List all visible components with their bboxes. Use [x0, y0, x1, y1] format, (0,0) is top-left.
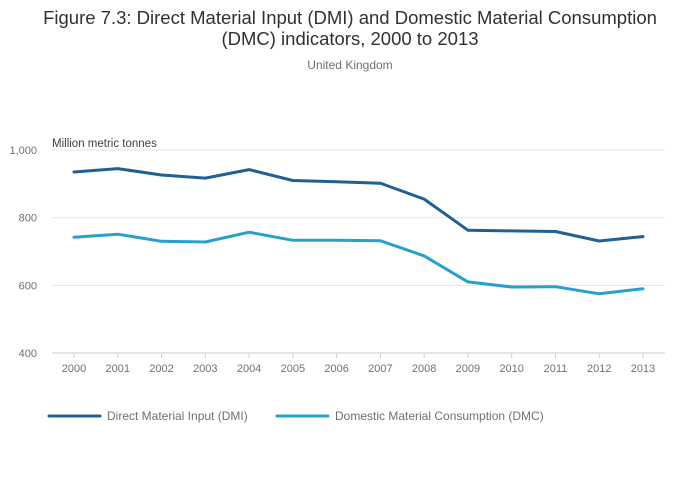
series-line-1	[72, 167, 645, 243]
series-lines	[72, 167, 645, 296]
x-tick-label-2006: 2006	[324, 363, 348, 375]
chart-title-line-2: (DMC) indicators, 2000 to 2013	[221, 28, 478, 49]
x-tick-label-2013: 2013	[631, 363, 655, 375]
legend-label-1: Direct Material Input (DMI)	[107, 409, 248, 423]
y-tick-label-800: 800	[19, 213, 37, 225]
x-axis-ticks: 2000 2001 2002 2003 2004 2005 2006 2007 2008 2009…	[62, 353, 655, 375]
legend: Direct Material Input (DMI) Domestic Mate…	[47, 409, 544, 423]
x-tick-label-2005: 2005	[281, 363, 305, 375]
legend-label-2: Domestic Material Consumption (DMC)	[335, 409, 544, 423]
x-tick-label-2002: 2002	[149, 363, 173, 375]
gridlines	[52, 149, 665, 354]
x-tick-label-2003: 2003	[193, 363, 217, 375]
y-axis-ticks: 400 600 800 1,000	[9, 145, 37, 360]
x-tick-label-2009: 2009	[456, 363, 480, 375]
x-tick-label-2012: 2012	[587, 363, 611, 375]
x-tick-label-2007: 2007	[368, 363, 392, 375]
series-line-2	[72, 230, 645, 296]
x-tick-label-2004: 2004	[237, 363, 261, 375]
x-tick-label-2000: 2000	[62, 363, 86, 375]
y-tick-label-400: 400	[19, 348, 37, 360]
y-axis-label: Million metric tonnes	[52, 138, 157, 150]
y-tick-label-600: 600	[19, 280, 37, 292]
x-tick-label-2001: 2001	[106, 363, 130, 375]
x-tick-label-2011: 2011	[544, 363, 568, 375]
chart-subtitle: United Kingdom	[307, 58, 392, 72]
y-tick-label-1000: 1,000	[9, 145, 37, 157]
chart-title-line-1: Figure 7.3: Direct Material Input (DMI) …	[43, 7, 657, 28]
x-tick-label-2008: 2008	[412, 363, 436, 375]
x-tick-label-2010: 2010	[499, 363, 523, 375]
